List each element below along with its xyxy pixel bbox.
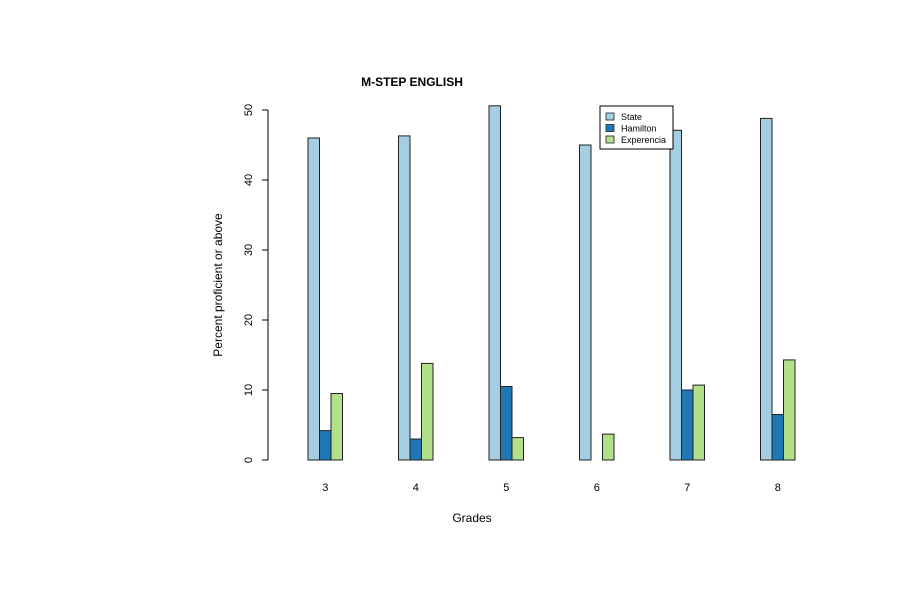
legend-label-state: State: [621, 112, 642, 122]
bar-experencia-grade-7: [692, 384, 705, 461]
y-axis: 0 10 20 30 40 50: [243, 104, 269, 463]
bar-hamilton-grade-5: [500, 386, 513, 461]
legend-swatch-state: [605, 112, 615, 121]
legend-label-experencia: Experencia: [621, 135, 666, 145]
y-tick-label: 30: [243, 244, 255, 256]
bar-experencia-grade-6: [602, 433, 615, 461]
bar-hamilton-grade-8: [771, 414, 784, 461]
x-tick-label: 7: [684, 482, 690, 494]
x-tick-label: 5: [503, 482, 509, 494]
legend-label-hamilton: Hamilton: [621, 124, 657, 134]
y-tick-label: 10: [243, 384, 255, 396]
legend-swatch-experencia: [605, 135, 615, 144]
x-tick-label: 8: [775, 482, 781, 494]
x-tick-label: 3: [322, 482, 328, 494]
bar-experencia-grade-8: [783, 359, 796, 461]
bars: [307, 105, 796, 461]
y-ticks: 0 10 20 30 40 50: [243, 104, 268, 463]
y-tick-label: 50: [243, 104, 255, 116]
bar-state-grade-7: [669, 129, 682, 461]
legend-swatch-hamilton: [605, 124, 615, 132]
bar-experencia-grade-4: [421, 362, 434, 461]
bar-hamilton-grade-4: [409, 438, 422, 461]
y-tick-label: 0: [243, 457, 255, 463]
bar-experencia-grade-3: [330, 393, 343, 461]
y-tick-label: 20: [243, 314, 255, 326]
bar-state-grade-6: [579, 144, 592, 461]
bar-state-grade-8: [760, 117, 773, 461]
x-tick-labels: 3 4 5 6 7 8: [322, 482, 781, 494]
bar-state-grade-4: [398, 135, 411, 461]
x-axis-label: Grades: [452, 511, 491, 525]
bar-state-grade-3: [307, 137, 320, 461]
y-tick-label: 40: [243, 174, 255, 186]
x-tick-label: 4: [413, 482, 419, 494]
chart-title: M-STEP ENGLISH: [361, 75, 463, 89]
x-tick-label: 6: [594, 482, 600, 494]
bar-hamilton-grade-3: [319, 430, 332, 461]
bar-hamilton-grade-7: [681, 389, 694, 461]
y-axis-label: Percent proficient or above: [211, 213, 225, 357]
bar-state-grade-5: [488, 105, 501, 461]
bar-experencia-grade-5: [511, 437, 524, 461]
